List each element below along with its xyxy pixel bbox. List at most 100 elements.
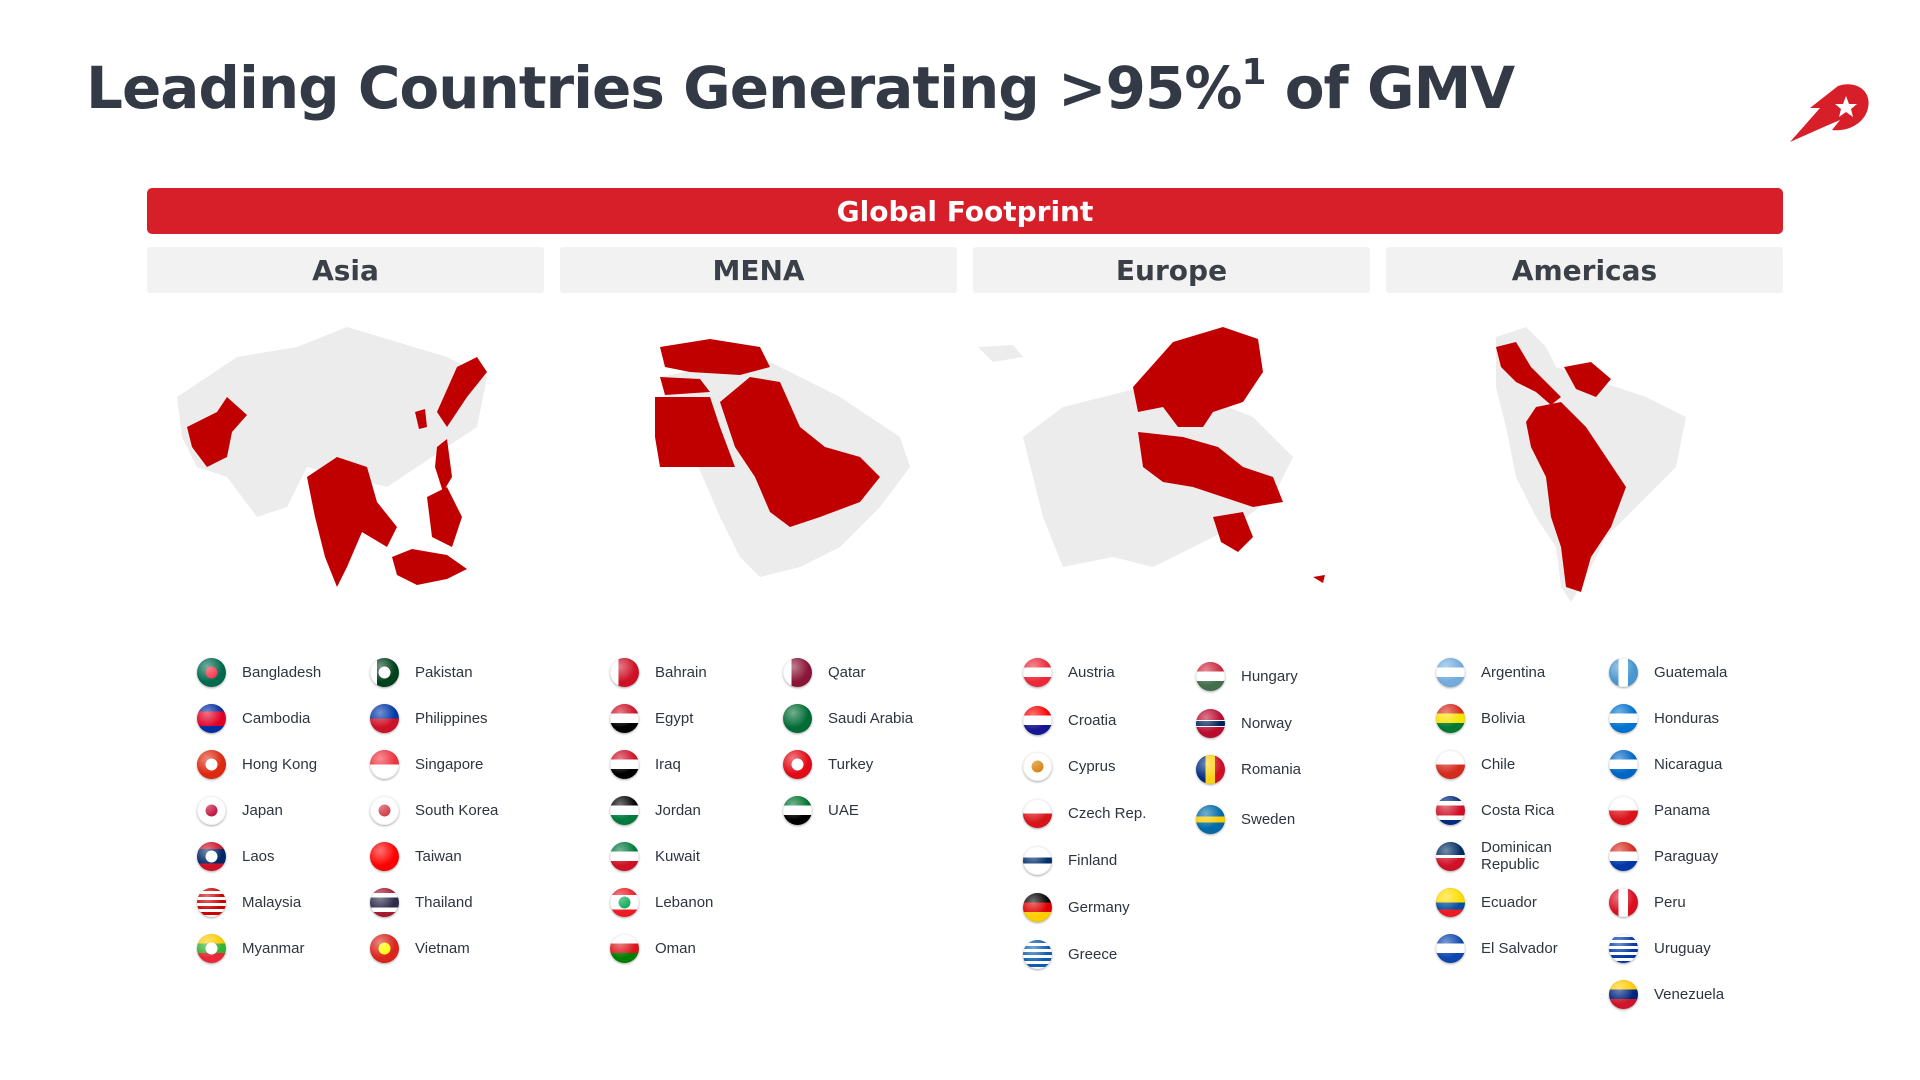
- flag-icon: [783, 749, 812, 779]
- list-item: Hong Kong: [197, 744, 317, 784]
- list-item: Thailand: [370, 882, 473, 922]
- flag-icon: [1609, 887, 1638, 917]
- flag-icon: [1023, 845, 1052, 875]
- list-item: Guatemala: [1609, 652, 1727, 692]
- list-item: Croatia: [1023, 700, 1116, 740]
- list-item: Germany: [1023, 887, 1130, 927]
- list-item: Finland: [1023, 840, 1117, 880]
- flag-icon: [370, 887, 399, 917]
- region-asia: Asia Bangladesh Cambodia Hong Kong Japan…: [147, 247, 544, 1067]
- list-item: Pakistan: [370, 652, 473, 692]
- flag-icon: [610, 795, 639, 825]
- list-item: Honduras: [1609, 698, 1719, 738]
- list-item: Laos: [197, 836, 275, 876]
- list-item: Nicaragua: [1609, 744, 1722, 784]
- flag-icon: [1609, 979, 1638, 1009]
- list-item: Jordan: [610, 790, 701, 830]
- flag-icon: [370, 841, 399, 871]
- list-item: Norway: [1196, 703, 1292, 743]
- list-item: Kuwait: [610, 836, 700, 876]
- list-item: Ecuador: [1436, 882, 1537, 922]
- flag-icon: [370, 749, 399, 779]
- list-item: Czech Rep.: [1023, 793, 1146, 833]
- list-item: Bolivia: [1436, 698, 1525, 738]
- list-item: Sweden: [1196, 799, 1295, 839]
- list-item: Myanmar: [197, 928, 305, 968]
- flag-icon: [1436, 749, 1465, 779]
- region-header-asia: Asia: [147, 247, 544, 293]
- flag-icon: [1023, 705, 1052, 735]
- region-mena: MENA Bahrain Egypt Iraq Jordan Kuwait Le…: [560, 247, 957, 1067]
- list-item: Chile: [1436, 744, 1515, 784]
- list-item: Romania: [1196, 749, 1301, 789]
- list-item: Bahrain: [610, 652, 707, 692]
- flag-icon: [1023, 798, 1052, 828]
- flag-icon: [1609, 933, 1638, 963]
- flag-icon: [197, 657, 226, 687]
- list-item: Paraguay: [1609, 836, 1718, 876]
- list-item: South Korea: [370, 790, 498, 830]
- list-item: Iraq: [610, 744, 681, 784]
- list-item: Turkey: [783, 744, 873, 784]
- flag-icon: [610, 887, 639, 917]
- flag-icon: [1023, 892, 1052, 922]
- list-item: Costa Rica: [1436, 790, 1554, 830]
- map-asia: [177, 327, 487, 587]
- flag-icon: [1609, 841, 1638, 871]
- list-item: Oman: [610, 928, 696, 968]
- region-header-europe: Europe: [973, 247, 1370, 293]
- flag-icon: [1609, 749, 1638, 779]
- flag-icon: [1023, 939, 1052, 969]
- list-item: Greece: [1023, 934, 1117, 974]
- flag-icon: [197, 749, 226, 779]
- region-header-americas: Americas: [1386, 247, 1783, 293]
- flag-icon: [1023, 751, 1052, 781]
- list-item: Egypt: [610, 698, 693, 738]
- list-item: Cambodia: [197, 698, 310, 738]
- map-americas: [1496, 327, 1686, 602]
- flag-icon: [370, 933, 399, 963]
- list-item: Panama: [1609, 790, 1710, 830]
- flag-icon: [610, 841, 639, 871]
- flag-icon: [1436, 933, 1465, 963]
- list-item: Peru: [1609, 882, 1686, 922]
- list-item: Japan: [197, 790, 283, 830]
- list-item: El Salvador: [1436, 928, 1558, 968]
- flag-icon: [197, 841, 226, 871]
- flag-icon: [197, 933, 226, 963]
- flag-icon: [610, 657, 639, 687]
- flag-icon: [1436, 703, 1465, 733]
- flag-icon: [197, 703, 226, 733]
- list-item: Argentina: [1436, 652, 1545, 692]
- list-item: Uruguay: [1609, 928, 1711, 968]
- list-item: Saudi Arabia: [783, 698, 913, 738]
- flag-icon: [370, 703, 399, 733]
- flag-icon: [1196, 754, 1225, 784]
- flag-icon: [1609, 703, 1638, 733]
- list-item: Lebanon: [610, 882, 713, 922]
- flag-icon: [1196, 804, 1225, 834]
- flag-icon: [370, 795, 399, 825]
- flag-icon: [783, 795, 812, 825]
- map-mena: [655, 339, 910, 577]
- map-europe: [978, 327, 1325, 583]
- flag-icon: [1023, 657, 1052, 687]
- list-item: Singapore: [370, 744, 483, 784]
- flag-icon: [1436, 841, 1465, 871]
- flag-icon: [1436, 657, 1465, 687]
- flag-icon: [610, 703, 639, 733]
- list-item: Malaysia: [197, 882, 301, 922]
- list-item: Cyprus: [1023, 746, 1116, 786]
- region-europe: Europe Austria Croatia Cyprus Czech Rep.…: [973, 247, 1370, 1067]
- list-item: Vietnam: [370, 928, 470, 968]
- flag-icon: [783, 657, 812, 687]
- flag-icon: [783, 703, 812, 733]
- global-footprint-banner: Global Footprint: [147, 188, 1783, 234]
- list-item: Taiwan: [370, 836, 462, 876]
- list-item: Venezuela: [1609, 974, 1724, 1014]
- flag-icon: [370, 657, 399, 687]
- rocket-star-logo-icon: [1790, 84, 1869, 142]
- list-item: Philippines: [370, 698, 488, 738]
- page-title: Leading Countries Generating >95%1 of GM…: [86, 51, 1515, 122]
- list-item: Qatar: [783, 652, 866, 692]
